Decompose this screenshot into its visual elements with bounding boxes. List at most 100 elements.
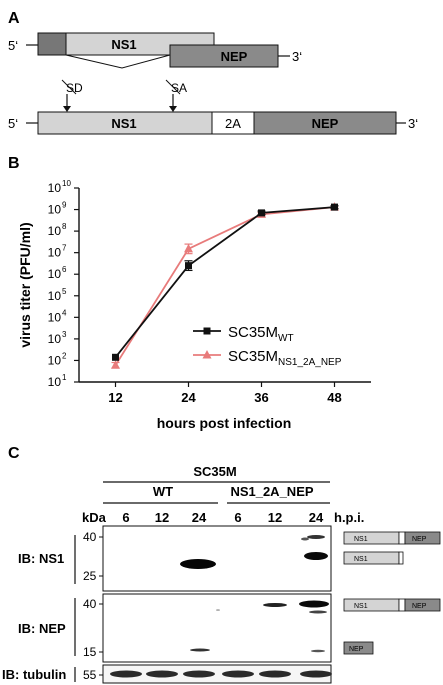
icon-fusion2-nep <box>404 598 441 612</box>
legend-label: SC35MNS1_2A_NEP <box>228 348 342 368</box>
band-mut24-mid <box>309 610 327 614</box>
kda-label: kDa <box>82 510 107 525</box>
data-point <box>111 360 120 369</box>
x-tick-label: 12 <box>108 390 122 405</box>
sa-arrow-icon <box>169 106 177 112</box>
band-mut24-fusion <box>307 535 325 539</box>
panel-b-label: B <box>8 155 20 172</box>
icon-fusion2-ns1 <box>343 598 400 612</box>
band-mut12-fusion <box>263 603 287 607</box>
icon-nep-text: NEP <box>349 646 364 653</box>
y-tick-exponent: 3 <box>62 330 67 339</box>
band-wt24-nep <box>190 648 210 652</box>
y-tick-label: 10 <box>48 224 62 238</box>
wt-ns1-label: NS1 <box>111 37 136 52</box>
y-tick-exponent: 1 <box>62 373 67 382</box>
wt-3prime: 3‘ <box>292 49 302 64</box>
blot-ns1-label: IB: NS1 <box>18 551 64 566</box>
y-tick-exponent: 2 <box>62 351 67 360</box>
marker-40-ns1: 40 <box>83 530 97 544</box>
icon-ns1-text: NS1 <box>354 556 368 563</box>
splice-line <box>65 54 171 69</box>
lane-label: 12 <box>155 510 169 525</box>
y-tick-label: 10 <box>48 181 62 195</box>
y-tick-exponent: 5 <box>62 287 67 296</box>
blot-ns1 <box>102 525 332 592</box>
icon-fusion-nep-text: NEP <box>412 536 427 543</box>
strain-label: SC35M <box>193 464 236 479</box>
data-point <box>184 243 193 253</box>
band-wt24-ns1 <box>180 559 216 569</box>
x-tick-label: 24 <box>181 390 196 405</box>
legend-marker <box>203 327 211 335</box>
y-tick-label: 10 <box>48 310 62 324</box>
wt-5utr-segment <box>37 32 67 56</box>
series-line <box>114 206 335 366</box>
band-mut24-nep <box>311 649 325 653</box>
lane-label: 6 <box>234 510 241 525</box>
lane-label: 24 <box>192 510 207 525</box>
mut-5prime: 5‘ <box>8 116 18 131</box>
band-mut24-faint <box>301 537 309 541</box>
icon-ns1 <box>343 551 400 565</box>
mut-nep-label: NEP <box>312 116 339 131</box>
y-tick-exponent: 4 <box>62 308 67 317</box>
panel-a-label: A <box>8 10 20 27</box>
y-tick-exponent: 7 <box>62 244 67 253</box>
y-tick-label: 10 <box>48 375 62 389</box>
y-tick-exponent: 10 <box>62 179 71 188</box>
group-mut-label: NS1_2A_NEP <box>230 484 313 499</box>
y-tick-label: 10 <box>48 203 62 217</box>
y-tick-exponent: 8 <box>62 222 67 231</box>
band-mut24-ns1 <box>304 552 328 560</box>
mut-2a-label: 2A <box>225 116 241 131</box>
marker-15-nep: 15 <box>83 645 97 659</box>
icon-fusion-ns1-text: NS1 <box>354 536 368 543</box>
data-point <box>258 209 265 217</box>
mut-ns1-label: NS1 <box>111 116 136 131</box>
sa-label: SA <box>171 81 187 95</box>
y-axis-title: virus titer (PFU/ml) <box>17 222 33 347</box>
sd-label: SD <box>66 81 83 95</box>
band-mut24-fusion-nep <box>299 600 329 608</box>
blot-nep-label: IB: NEP <box>18 621 66 636</box>
lane-labels: 6 12 24 6 12 24 <box>122 510 324 525</box>
sd-arrow-icon <box>63 106 71 112</box>
tubulin-band <box>110 670 142 678</box>
speck <box>216 609 220 611</box>
group-wt-label: WT <box>153 484 173 499</box>
mut-3prime: 3‘ <box>408 116 418 131</box>
y-tick-label: 10 <box>48 246 62 260</box>
series-ns1-2a-nep <box>111 202 339 369</box>
panel-c-label: C <box>8 445 20 462</box>
data-point <box>331 203 338 211</box>
y-tick-label: 10 <box>48 353 62 367</box>
lane-label: 24 <box>309 510 324 525</box>
hpi-label: h.p.i. <box>334 510 364 525</box>
lane-label: 12 <box>268 510 282 525</box>
wt-nep-label: NEP <box>221 49 248 64</box>
x-axis-title: hours post infection <box>157 415 292 431</box>
icon-nep <box>343 641 374 655</box>
tubulin-band <box>146 670 178 678</box>
legend: SC35MWT SC35MNS1_2A_NEP <box>193 324 342 368</box>
y-tick-exponent: 6 <box>62 265 67 274</box>
icon-fusion-nep <box>404 531 441 545</box>
y-tick-label: 10 <box>48 289 62 303</box>
tubulin-band <box>300 670 332 678</box>
series-line <box>114 206 335 358</box>
legend-marker <box>202 350 212 359</box>
tubulin-band <box>259 670 291 678</box>
x-tick-label: 48 <box>327 390 341 405</box>
marker-40-nep: 40 <box>83 597 97 611</box>
x-ticks: 12 24 36 48 <box>108 382 342 405</box>
marker-25-ns1: 25 <box>83 569 97 583</box>
icon-fusion-ns1 <box>343 531 400 545</box>
tubulin-band <box>222 670 254 678</box>
legend-label: SC35MWT <box>228 324 294 344</box>
blot-nep <box>102 593 332 663</box>
tubulin-bands <box>110 670 332 678</box>
